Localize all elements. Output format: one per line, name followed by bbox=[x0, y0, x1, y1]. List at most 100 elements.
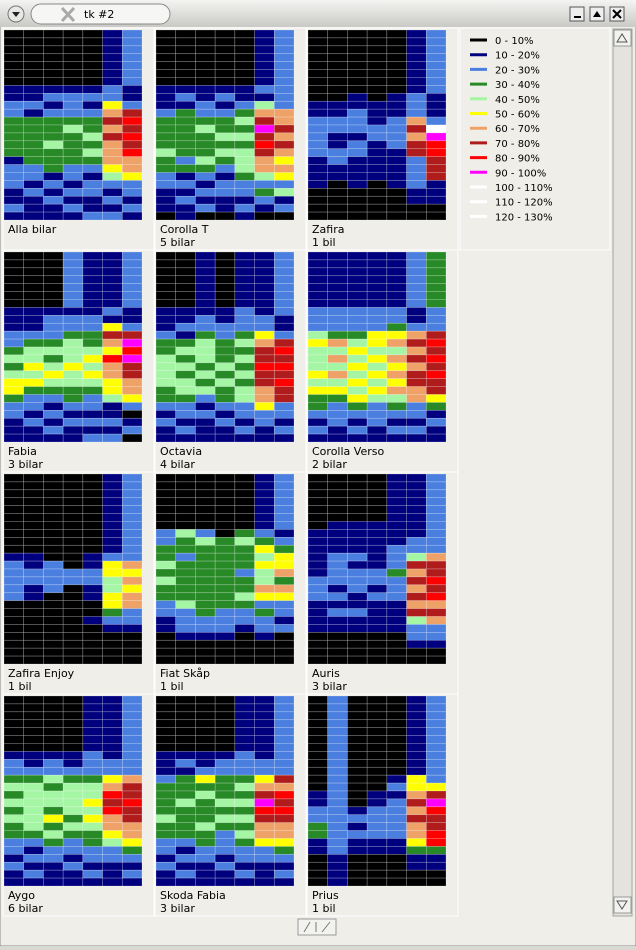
heatmap-cell bbox=[425, 513, 447, 522]
minimize-button[interactable] bbox=[569, 6, 585, 22]
heatmap-cell bbox=[62, 854, 84, 863]
heatmap-cell bbox=[254, 53, 275, 62]
heatmap-cell bbox=[82, 203, 103, 213]
heatmap-cell bbox=[254, 425, 275, 435]
heatmap-cell bbox=[175, 766, 196, 776]
scroll-down[interactable] bbox=[613, 896, 632, 914]
heatmap-cell bbox=[366, 584, 388, 594]
heatmap-cell bbox=[82, 521, 103, 530]
heatmap-cell bbox=[273, 362, 295, 372]
heatmap-cell bbox=[62, 838, 84, 847]
heatmap-cell bbox=[386, 188, 407, 197]
heatmap-cell bbox=[175, 410, 196, 419]
scroll-up[interactable] bbox=[613, 29, 632, 47]
heatmap-cell bbox=[195, 751, 216, 760]
heatmap-cell bbox=[327, 211, 348, 221]
heatmap-cell bbox=[62, 877, 84, 887]
heatmap-cell bbox=[23, 346, 44, 356]
heatmap-cell bbox=[234, 275, 255, 284]
heatmap-cell bbox=[102, 77, 123, 86]
panel-name: Prius bbox=[312, 889, 339, 902]
heatmap-cell bbox=[366, 108, 388, 118]
heatmap-cell bbox=[175, 647, 196, 657]
heatmap-cell bbox=[214, 766, 236, 776]
heatmap-cell bbox=[62, 584, 84, 594]
heatmap-cell bbox=[425, 552, 447, 562]
heatmap-cell bbox=[195, 592, 216, 601]
heatmap-cell bbox=[175, 53, 196, 62]
heatmap-cell bbox=[425, 751, 447, 760]
heatmap-cell bbox=[82, 370, 103, 379]
heatmap-cell bbox=[121, 195, 143, 205]
heatmap-cell bbox=[347, 838, 368, 847]
heatmap-cell bbox=[23, 695, 44, 705]
resize-grip[interactable] bbox=[297, 918, 337, 936]
heatmap-cell bbox=[214, 497, 236, 506]
heatmap-cell bbox=[347, 759, 368, 768]
heatmap-cell bbox=[3, 417, 25, 427]
heatmap-cell bbox=[425, 370, 447, 379]
heatmap-cell bbox=[3, 846, 25, 855]
heatmap-cell bbox=[254, 85, 275, 94]
heatmap-cell bbox=[214, 647, 236, 657]
heatmap-cell bbox=[121, 370, 143, 379]
heatmap-cell bbox=[82, 806, 103, 816]
heatmap-cell bbox=[307, 291, 329, 300]
heatmap-cell bbox=[43, 854, 64, 863]
heatmap-cell bbox=[43, 576, 64, 586]
heatmap-cell bbox=[82, 624, 103, 633]
heatmap-cell bbox=[347, 53, 368, 62]
heatmap-cell bbox=[254, 830, 275, 839]
heatmap-cell bbox=[43, 362, 64, 372]
heatmap-cell bbox=[82, 544, 103, 554]
heatmap-cell bbox=[43, 116, 64, 126]
heatmap-cell bbox=[386, 315, 407, 324]
heatmap-cell bbox=[406, 108, 427, 118]
heatmap-cell bbox=[214, 790, 236, 800]
heatmap-cell bbox=[366, 552, 388, 562]
heatmap-cell bbox=[62, 378, 84, 387]
heatmap-cell bbox=[175, 552, 196, 562]
heatmap-cell bbox=[406, 552, 427, 562]
heatmap-cell bbox=[254, 156, 275, 165]
heatmap-cell bbox=[43, 766, 64, 776]
heatmap-cell bbox=[121, 156, 143, 165]
heatmap-cell bbox=[102, 211, 123, 221]
heatmap-cell bbox=[273, 330, 295, 340]
heatmap-cell bbox=[327, 307, 348, 316]
heatmap-cell bbox=[155, 608, 177, 617]
heatmap-cell bbox=[62, 354, 84, 364]
heatmap-cell bbox=[273, 322, 295, 332]
heatmap-cell bbox=[234, 806, 255, 816]
heatmap-cell bbox=[273, 85, 295, 94]
scrollbar[interactable] bbox=[612, 28, 633, 917]
heatmap-cell bbox=[347, 172, 368, 181]
heatmap-cell bbox=[254, 315, 275, 324]
heatmap-cell bbox=[195, 481, 216, 491]
heatmap-cell bbox=[366, 61, 388, 70]
panel: Alla bilar bbox=[2, 27, 155, 251]
heatmap-cell bbox=[425, 410, 447, 419]
heatmap-cell bbox=[386, 473, 407, 483]
heatmap-cell bbox=[366, 172, 388, 181]
heatmap-cell bbox=[307, 164, 329, 173]
heatmap-cell bbox=[155, 766, 177, 776]
heatmap-cell bbox=[234, 505, 255, 514]
panel-count: 6 bilar bbox=[8, 902, 43, 915]
heatmap-cell bbox=[234, 394, 255, 403]
heatmap-cell bbox=[82, 727, 103, 736]
heatmap-cell bbox=[3, 759, 25, 768]
heatmap-cell bbox=[121, 798, 143, 808]
heatmap-cell bbox=[234, 85, 255, 94]
heatmap-cell bbox=[155, 782, 177, 792]
heatmap-cell bbox=[425, 307, 447, 316]
heatmap-cell bbox=[386, 798, 407, 808]
heatmap-cell bbox=[23, 61, 44, 70]
heatmap-cell bbox=[102, 291, 123, 300]
heatmap-cell bbox=[273, 140, 295, 150]
heatmap-cell bbox=[121, 61, 143, 70]
heatmap-cell bbox=[347, 782, 368, 792]
heatmap-cell bbox=[155, 473, 177, 483]
heatmap-cell bbox=[425, 719, 447, 728]
heatmap-cell bbox=[102, 69, 123, 78]
